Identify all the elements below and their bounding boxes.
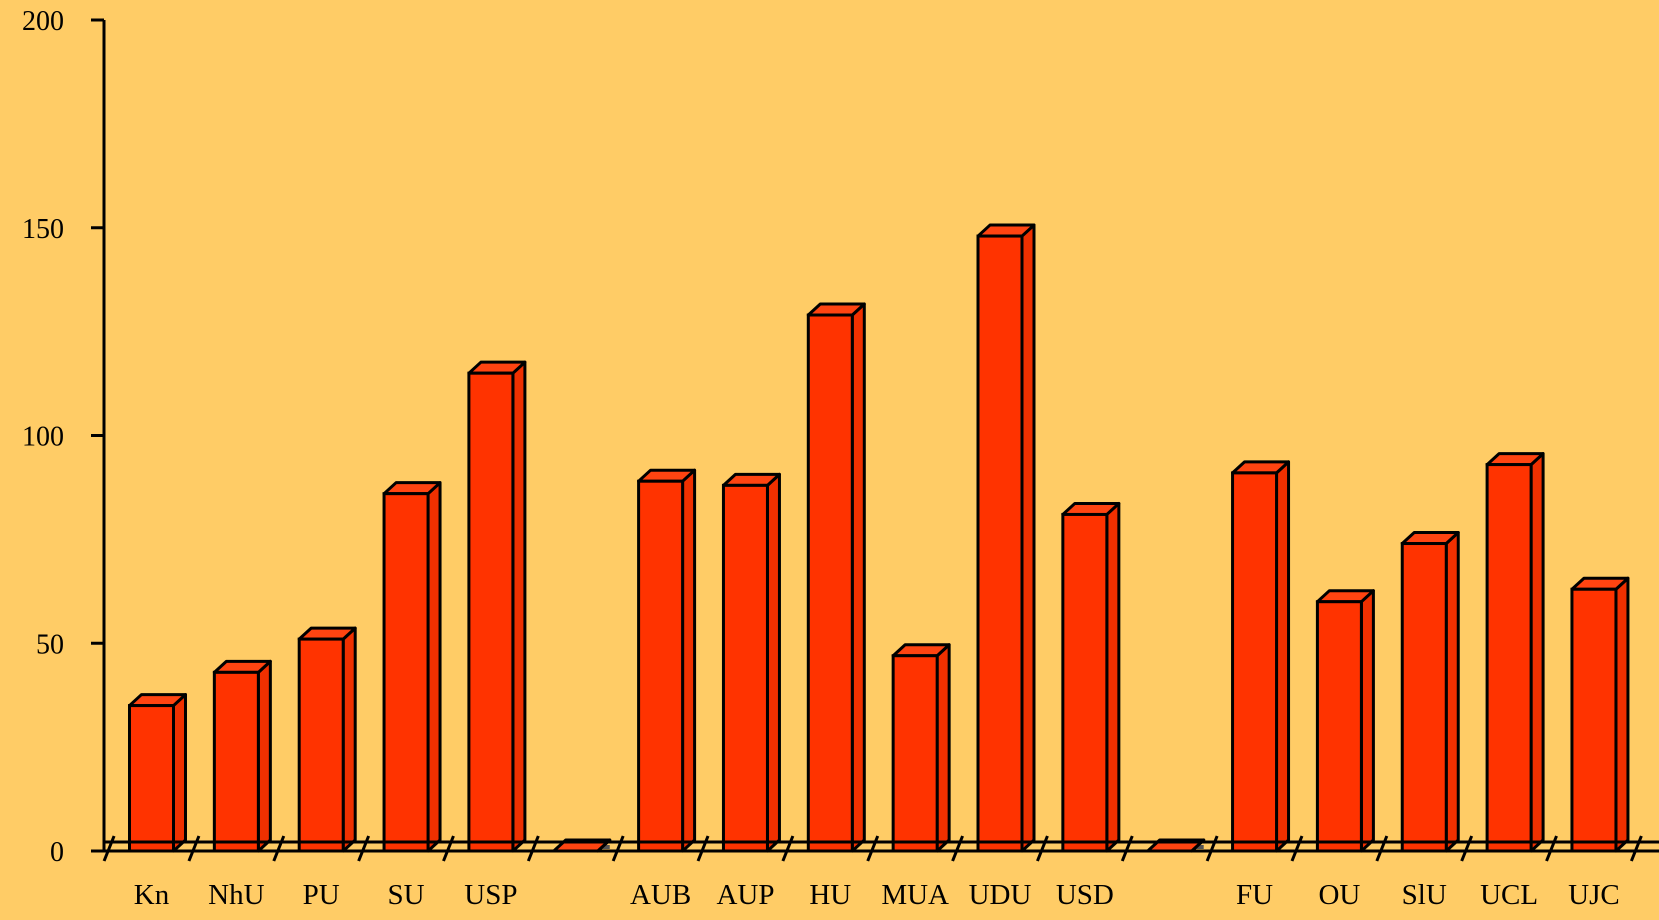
x-tick-mark <box>187 835 201 862</box>
bar <box>1231 471 1279 853</box>
bar-top <box>637 468 697 483</box>
x-tick-label: HU <box>809 879 851 911</box>
x-tick-mark <box>696 835 710 862</box>
bar <box>976 234 1024 853</box>
y-tick-label: 0 <box>50 837 64 868</box>
bar-top <box>806 302 866 317</box>
x-tick-mark <box>357 835 371 862</box>
y-tick-label: 50 <box>36 629 64 660</box>
bar-side <box>765 472 781 853</box>
bar-side <box>1444 531 1460 853</box>
bar-side <box>256 659 272 853</box>
bar <box>1570 587 1618 853</box>
bar-side <box>1275 460 1291 853</box>
bar <box>806 313 854 853</box>
x-tick-mark <box>781 835 795 862</box>
x-tick-mark <box>611 835 625 862</box>
bar-top <box>128 693 187 708</box>
bar-top <box>1061 501 1121 516</box>
bar <box>212 670 260 853</box>
bar <box>297 637 345 853</box>
x-tick-label: UCL <box>1480 879 1538 911</box>
x-tick-label: UJC <box>1568 879 1620 911</box>
bar <box>891 654 939 853</box>
bar-top <box>1485 452 1545 467</box>
bars <box>128 223 1630 853</box>
x-tick-label: NhU <box>208 879 264 911</box>
bar-side <box>172 693 187 853</box>
x-tick-mark <box>1036 835 1049 862</box>
x-tick-mark <box>1290 835 1304 862</box>
x-tick-labels: Kn NhU PU SU USP AUB AUP HU MUA UDU USD FU OU SlU UCL U… <box>134 879 1620 911</box>
bar <box>128 704 175 853</box>
bar-side <box>341 626 357 853</box>
x-tick-label: MUA <box>881 879 949 911</box>
x-tick-label: UDU <box>969 879 1032 911</box>
x-tick-label: PU <box>303 879 340 911</box>
bar-side <box>426 481 442 853</box>
bar <box>1061 512 1109 853</box>
x-tick-mark <box>951 835 964 862</box>
x-tick-mark <box>1205 835 1219 862</box>
bar <box>1315 600 1363 853</box>
bar-top <box>976 223 1036 238</box>
x-tick-mark <box>526 835 540 862</box>
bar <box>382 492 430 853</box>
bar-side <box>681 468 697 853</box>
x-tick-label: USP <box>464 879 517 911</box>
bar-top <box>297 626 357 641</box>
axes <box>91 18 1659 862</box>
bar-top <box>1570 576 1630 591</box>
bar-side <box>1020 223 1036 853</box>
x-tick-mark <box>102 835 116 862</box>
bar <box>721 483 769 853</box>
bar-side <box>1359 589 1375 853</box>
bar-top <box>1231 460 1291 475</box>
x-tick-label: USD <box>1056 879 1114 911</box>
x-tick-mark <box>1545 835 1558 862</box>
x-tick-label: SlU <box>1402 879 1447 911</box>
bar-top <box>891 643 951 658</box>
x-tick-mark <box>442 835 455 862</box>
bar-top <box>1400 531 1460 546</box>
bar <box>637 479 685 853</box>
x-tick-label: AUP <box>716 879 774 911</box>
bar-side <box>850 302 866 853</box>
x-tick-mark <box>1460 835 1474 862</box>
x-tick-mark <box>1120 835 1134 862</box>
y-tick-label: 150 <box>22 214 64 245</box>
x-tick-mark <box>272 835 286 862</box>
x-tick-mark <box>866 835 880 862</box>
bar-side <box>1105 501 1121 853</box>
bar-top <box>467 360 527 375</box>
x-tick-label: AUB <box>630 879 691 911</box>
bar-side <box>1529 452 1545 853</box>
x-tick-mark <box>1629 835 1643 862</box>
bar-top <box>382 481 442 496</box>
y-tick-label: 100 <box>22 422 64 453</box>
bar <box>1485 463 1533 853</box>
y-tick-label: 200 <box>22 6 64 37</box>
bar-side <box>511 360 527 853</box>
x-tick-label: OU <box>1318 879 1360 911</box>
bar-side <box>935 643 951 853</box>
bar-top <box>212 659 272 674</box>
bar-top <box>1315 589 1375 604</box>
x-tick-label: SU <box>388 879 425 911</box>
x-tick-label: FU <box>1236 879 1273 911</box>
y-tick-labels: 0 50 100 150 200 <box>22 6 64 868</box>
bar-top <box>721 472 781 487</box>
bar <box>467 371 515 853</box>
bar <box>1400 542 1448 853</box>
bar-side <box>1614 576 1630 853</box>
x-tick-mark <box>1375 835 1389 862</box>
x-tick-label: Kn <box>134 879 170 911</box>
